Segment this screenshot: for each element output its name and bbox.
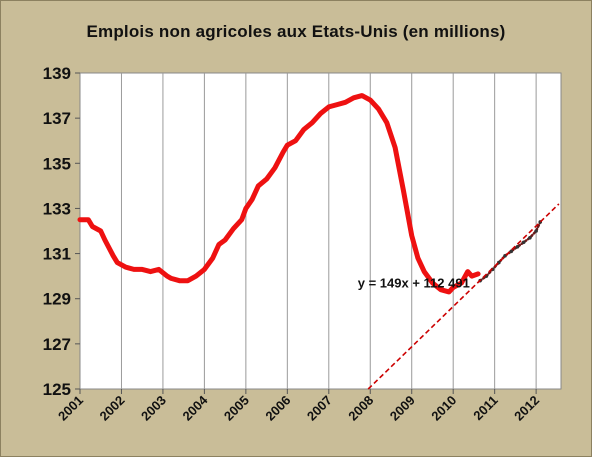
data-point <box>515 245 520 249</box>
trendline <box>367 203 560 390</box>
y-tick-label: 129 <box>43 290 71 309</box>
x-axis-ticks: 2001 2002 2003 2004 2005 2006 2007 2008 2009 2010… <box>55 389 542 424</box>
x-tick-label: 2011 <box>470 393 501 424</box>
y-axis-ticks: 125 127 129 131 133 135 137 139 <box>43 64 80 399</box>
y-tick-label: 127 <box>43 335 71 354</box>
plot-area <box>79 72 562 390</box>
x-tick-label: 2004 <box>179 392 211 424</box>
x-tick-label: 2009 <box>387 393 418 424</box>
x-tick-label: 2010 <box>428 393 459 424</box>
x-tick-label: 2008 <box>345 393 376 424</box>
y-tick-label: 135 <box>43 154 71 173</box>
employment-line <box>77 93 481 295</box>
x-tick-label: 2012 <box>511 393 542 424</box>
y-tick-label: 133 <box>43 199 71 218</box>
x-tick-label: 2006 <box>262 393 293 424</box>
data-point <box>509 249 514 254</box>
chart-title: Emplois non agricoles aux Etats-Unis (en… <box>86 22 506 41</box>
y-tick-label: 125 <box>43 380 71 399</box>
y-tick-label: 131 <box>43 245 71 264</box>
y-tick-label: 137 <box>43 109 71 128</box>
x-tick-label: 2003 <box>138 393 169 424</box>
x-tick-label: 2002 <box>97 393 128 424</box>
x-tick-label: 2005 <box>221 393 252 424</box>
data-point <box>534 229 538 233</box>
data-point <box>528 235 532 240</box>
series-group <box>77 93 560 390</box>
data-point <box>521 240 526 245</box>
x-tick-label: 2007 <box>304 393 335 424</box>
y-tick-label: 139 <box>43 64 71 83</box>
trendline-equation: y = 149x + 112 491 <box>358 275 470 290</box>
